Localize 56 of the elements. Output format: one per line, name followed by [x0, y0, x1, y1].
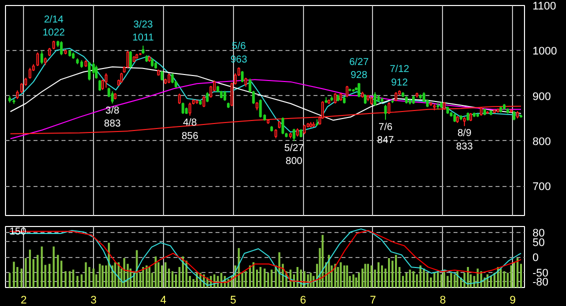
candlestick: [178, 93, 181, 104]
candlestick: [206, 92, 209, 103]
x-tick-label: 8: [440, 294, 446, 306]
candlestick: [422, 92, 426, 103]
y-tick-label: 900: [532, 90, 551, 103]
candlestick: [384, 104, 387, 120]
candlestick: [104, 72, 108, 88]
candlestick: [40, 50, 44, 65]
annotation: 6/27 928: [349, 56, 370, 82]
candlestick: [303, 124, 306, 135]
candlestick: [274, 128, 278, 139]
candlestick: [346, 85, 348, 98]
candlestick: [60, 40, 63, 56]
x-tick-label: 7: [370, 294, 376, 306]
candlestick: [98, 80, 102, 92]
candlestick: [129, 50, 132, 68]
candlestick: [20, 82, 23, 94]
candlestick: [334, 92, 337, 104]
candlestick: [259, 98, 262, 118]
candlestick: [126, 50, 130, 68]
candlestick: [240, 70, 244, 83]
y-tick-label: 50: [532, 236, 545, 249]
candlestick: [210, 85, 212, 98]
candlestick: [358, 82, 360, 98]
y-tick-label: 700: [532, 181, 551, 194]
candlestick: [36, 52, 39, 67]
y-tick-label: 1000: [532, 46, 557, 58]
candlestick: [111, 90, 114, 104]
candlestick: [374, 92, 376, 106]
candlestick: [364, 94, 367, 104]
x-tick-label: 5: [230, 294, 236, 306]
candlestick: [223, 90, 226, 102]
candlestick: [94, 65, 98, 80]
candlestick: [182, 102, 184, 114]
x-tick-label: 4: [160, 294, 166, 306]
annotation: 7/12 912: [390, 64, 410, 88]
annotation: 3/23 1011: [132, 19, 154, 44]
candlestick: [160, 70, 164, 81]
x-tick-label: 3: [90, 294, 97, 306]
candlestick: [88, 61, 91, 81]
x-tick-label: 6: [300, 294, 306, 306]
y-tick-label: 0: [532, 252, 539, 264]
annotation: 150: [10, 226, 27, 238]
candlestick: [453, 112, 456, 123]
annotation: 8/9 833: [456, 128, 474, 152]
x-tick-label: 9: [510, 294, 516, 306]
x-tick-label: 2: [20, 294, 27, 306]
y-tick-label: -80: [532, 276, 548, 288]
candlestick: [292, 128, 296, 142]
annotation: 2/14 1022: [42, 14, 66, 39]
candlestick: [281, 117, 284, 135]
candlestick: [463, 116, 466, 127]
annotation: 3/8 883: [104, 106, 122, 130]
y-tick-label: 800: [532, 136, 551, 148]
candlestick: [188, 102, 192, 116]
y-tick-label: 1100: [532, 0, 556, 12]
